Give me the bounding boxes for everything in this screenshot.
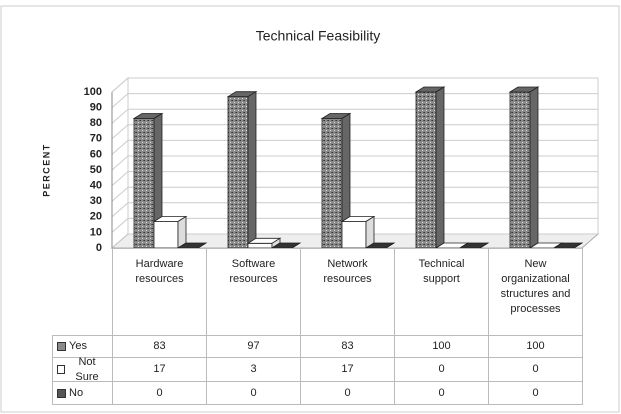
bar <box>341 221 367 249</box>
grid-line <box>111 124 129 140</box>
bar-side <box>529 86 539 249</box>
table-value: 0 <box>300 381 395 405</box>
y-tick-label: 10 <box>90 226 102 238</box>
grid-line <box>111 186 129 202</box>
chart-title: Technical Feasibility <box>256 28 381 44</box>
y-tick-label: 70 <box>90 133 102 145</box>
y-tick-label: 100 <box>84 86 102 98</box>
y-tick-label: 30 <box>90 195 102 207</box>
bar-side <box>247 90 257 249</box>
category-label: Technical support <box>394 248 489 336</box>
table-value: 0 <box>112 381 207 405</box>
legend-entry: Not Sure <box>52 355 113 383</box>
table-value: 0 <box>394 381 489 405</box>
bar <box>509 91 531 249</box>
bar-side <box>177 215 187 249</box>
table-value: 17 <box>300 357 395 382</box>
bar <box>133 118 155 249</box>
y-tick-label: 0 <box>96 242 102 254</box>
y-tick-label: 40 <box>90 180 102 192</box>
bar-side <box>385 242 395 249</box>
y-tick-label: 50 <box>90 164 102 176</box>
table-value: 100 <box>488 335 583 358</box>
grid-line <box>111 202 129 218</box>
bar-side <box>573 242 583 249</box>
grid-line <box>111 140 129 155</box>
legend-swatch <box>57 342 66 351</box>
bar-side <box>479 242 489 249</box>
legend-label: Not Sure <box>75 355 99 383</box>
y-tick-label: 80 <box>90 117 102 129</box>
bar <box>227 96 249 249</box>
grid-line <box>111 171 129 186</box>
table-value: 3 <box>206 357 301 382</box>
chart-border <box>0 5 620 413</box>
y-tick-label: 90 <box>90 102 102 114</box>
table-value: 0 <box>488 357 583 382</box>
table-value: 0 <box>206 381 301 405</box>
y-axis-label: PERCENT <box>41 143 51 197</box>
category-label: Hardware resources <box>112 248 207 336</box>
grid-line <box>111 233 129 249</box>
y-tick-label: 20 <box>90 211 102 223</box>
category-label: New organizational structures and proces… <box>488 248 583 336</box>
table-value: 97 <box>206 335 301 358</box>
grid-line <box>111 155 129 171</box>
bar <box>415 91 437 249</box>
legend-swatch <box>57 388 66 398</box>
legend-label: Yes <box>69 340 87 352</box>
category-label: Network resources <box>300 248 395 336</box>
bar <box>321 118 343 249</box>
bar-side <box>197 242 207 249</box>
grid-line <box>111 108 129 124</box>
bar-side <box>291 242 301 249</box>
table-value: 17 <box>112 357 207 382</box>
table-value: 0 <box>488 381 583 405</box>
grid-line <box>111 93 129 108</box>
table-value: 83 <box>112 335 207 358</box>
table-value: 0 <box>394 357 489 382</box>
legend-label: No <box>69 386 84 399</box>
table-value: 100 <box>394 335 489 358</box>
legend-swatch <box>57 365 66 374</box>
category-label: Software resources <box>206 248 301 336</box>
grid-line <box>111 77 129 93</box>
bar-side <box>435 86 445 249</box>
bar-side <box>365 215 375 249</box>
table-value: 83 <box>300 335 395 358</box>
y-tick-label: 60 <box>90 148 102 160</box>
legend-entry: No <box>52 381 113 405</box>
grid-line <box>111 218 129 233</box>
bar <box>153 221 179 249</box>
